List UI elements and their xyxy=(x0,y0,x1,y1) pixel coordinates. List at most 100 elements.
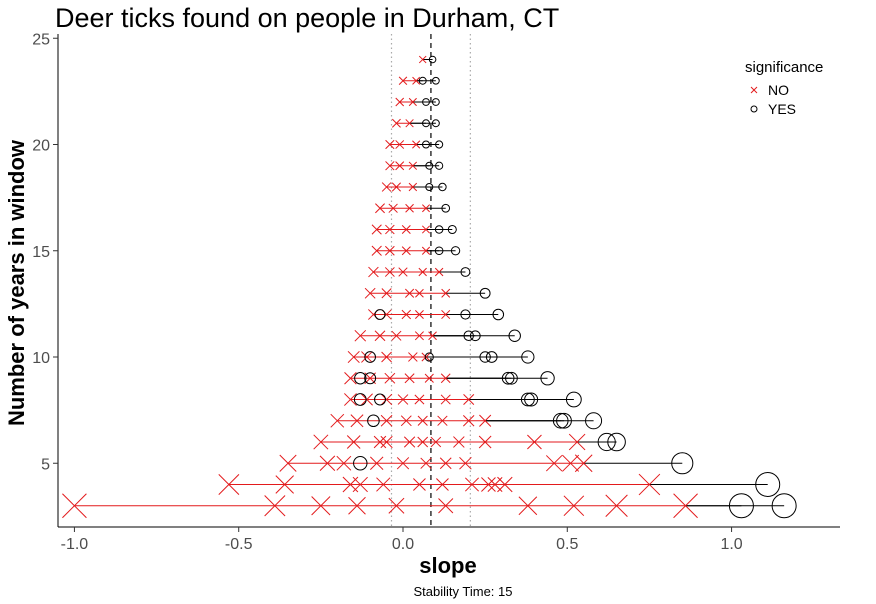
point-no xyxy=(479,414,492,427)
point-no xyxy=(421,352,431,362)
point-no xyxy=(396,457,410,470)
point-no xyxy=(395,140,405,149)
point-no-stroke xyxy=(364,287,376,299)
point-no-stroke xyxy=(388,497,405,514)
point-no xyxy=(403,436,416,448)
point-no-stroke xyxy=(391,330,402,341)
point-no xyxy=(384,372,396,384)
point-no-stroke xyxy=(462,415,475,427)
plot-area: -1.0 -0.5 0.0 0.5 1.0 5 10 15 20 25 xyxy=(32,31,840,553)
point-no-stroke xyxy=(545,455,563,472)
point-no-stroke xyxy=(396,457,410,470)
point-no-stroke xyxy=(371,245,382,256)
point-no-stroke xyxy=(313,434,329,450)
point-no xyxy=(401,246,411,256)
point-no-stroke xyxy=(381,182,392,192)
point-no xyxy=(414,394,425,405)
point-no xyxy=(563,495,585,517)
point-no xyxy=(545,455,563,472)
point-no xyxy=(348,496,366,515)
point-yes xyxy=(447,224,457,235)
point-yes xyxy=(607,432,626,452)
point-no-stroke xyxy=(424,373,434,383)
legend-key-stroke xyxy=(750,86,758,94)
point-no-stroke xyxy=(497,476,513,493)
point-no-stroke xyxy=(421,246,431,255)
point-no xyxy=(464,477,480,492)
point-no xyxy=(405,203,414,213)
point-yes xyxy=(552,412,569,429)
point-no-stroke xyxy=(438,498,454,514)
point-no-stroke xyxy=(397,394,409,405)
point-yes xyxy=(435,140,444,149)
point-yes xyxy=(565,391,582,408)
point-no xyxy=(463,393,475,406)
point-yes xyxy=(505,371,518,385)
point-no-stroke xyxy=(422,204,430,213)
point-no-stroke xyxy=(344,371,357,385)
point-no xyxy=(279,454,297,472)
point-no xyxy=(397,394,409,405)
point-no xyxy=(408,182,418,192)
point-no xyxy=(376,477,391,492)
point-no xyxy=(346,435,361,449)
point-no xyxy=(344,371,357,385)
point-yes xyxy=(422,98,430,106)
point-no-stroke xyxy=(395,161,405,171)
x-tick-label: -0.5 xyxy=(225,536,253,553)
point-no xyxy=(440,394,451,405)
point-no-stroke xyxy=(330,413,345,428)
point-no xyxy=(605,494,628,517)
point-no-stroke xyxy=(562,454,580,472)
point-yes xyxy=(353,456,368,471)
point-no-stroke xyxy=(374,330,386,342)
point-no-stroke xyxy=(415,288,424,298)
point-no xyxy=(459,456,472,470)
point-no-stroke xyxy=(371,224,382,235)
point-no xyxy=(428,331,437,341)
point-yes xyxy=(418,76,427,85)
point-no xyxy=(369,456,384,470)
point-no xyxy=(568,433,586,451)
point-yes xyxy=(755,472,781,497)
point-no xyxy=(395,97,405,107)
point-yes xyxy=(425,182,434,192)
point-no xyxy=(361,351,373,363)
point-yes xyxy=(508,329,521,342)
point-no xyxy=(374,330,386,342)
point-no xyxy=(364,287,376,299)
point-no xyxy=(311,496,331,516)
point-no xyxy=(391,118,401,128)
point-no xyxy=(408,352,418,362)
point-no-stroke xyxy=(463,393,475,406)
point-no xyxy=(375,203,385,214)
point-no-stroke xyxy=(414,394,425,405)
point-no-stroke xyxy=(441,288,451,298)
point-yes xyxy=(431,76,440,85)
point-no-stroke xyxy=(428,331,437,341)
point-no-stroke xyxy=(437,415,448,426)
point-no-stroke xyxy=(346,435,361,449)
point-no-stroke xyxy=(418,267,427,277)
point-yes xyxy=(422,140,430,149)
point-no-stroke xyxy=(412,76,421,85)
point-no xyxy=(462,415,475,427)
point-no-stroke xyxy=(408,97,417,107)
point-yes xyxy=(353,393,367,406)
point-yes xyxy=(671,452,694,475)
point-no xyxy=(384,267,395,277)
point-no xyxy=(415,288,424,298)
point-no-stroke xyxy=(401,309,412,320)
point-yes xyxy=(431,98,440,106)
point-no xyxy=(380,414,393,427)
point-no xyxy=(441,288,451,298)
point-no xyxy=(421,225,431,234)
point-no xyxy=(264,495,286,517)
point-no-stroke xyxy=(413,478,426,491)
point-yes xyxy=(728,493,754,519)
point-no-stroke xyxy=(518,496,538,516)
point-no-stroke xyxy=(439,457,452,470)
point-yes xyxy=(422,119,430,128)
point-no xyxy=(385,161,395,171)
